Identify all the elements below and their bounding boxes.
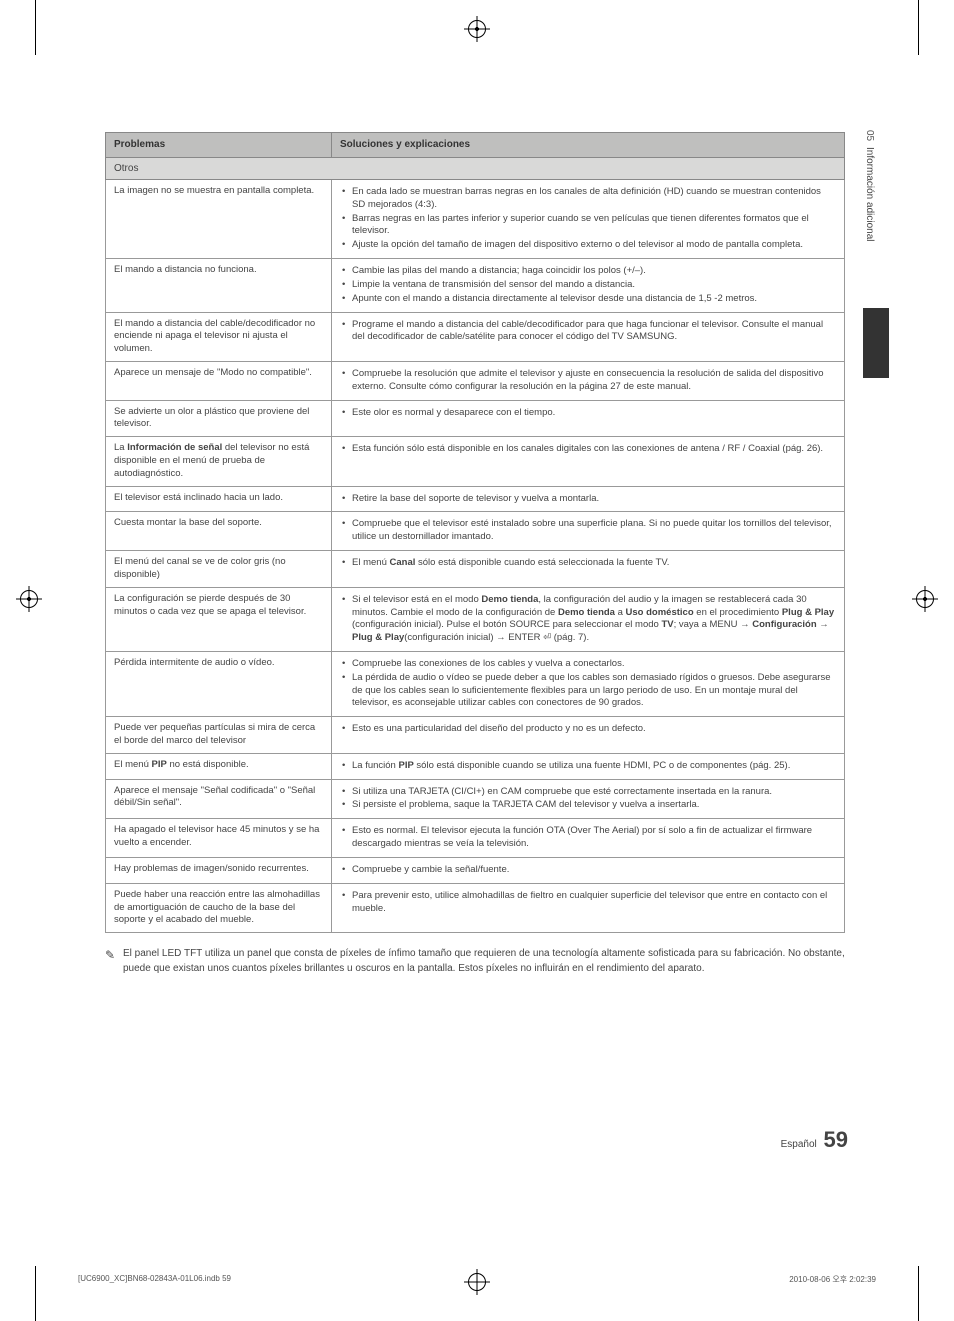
solution-item: Para prevenir esto, utilice almohadillas… bbox=[340, 890, 836, 916]
solution-cell: El menú Canal sólo está disponible cuand… bbox=[332, 551, 845, 588]
table-row: Pérdida intermitente de audio o vídeo. Co… bbox=[106, 651, 845, 716]
table-row: El televisor está inclinado hacia un lad… bbox=[106, 486, 845, 512]
solution-item: Retire la base del soporte de televisor … bbox=[340, 493, 836, 506]
solution-item: Programe el mando a distancia del cable/… bbox=[340, 319, 836, 345]
solution-cell: En cada lado se muestran barras negras e… bbox=[332, 180, 845, 259]
solution-cell: Esta función sólo está disponible en los… bbox=[332, 437, 845, 486]
problem-cell: Se advierte un olor a plástico que provi… bbox=[106, 400, 332, 437]
solution-item: Este olor es normal y desaparece con el … bbox=[340, 407, 836, 420]
crop-mark bbox=[918, 1266, 919, 1321]
problem-cell: Ha apagado el televisor hace 45 minutos … bbox=[106, 819, 332, 858]
crop-mark bbox=[35, 0, 36, 55]
solution-cell: Si el televisor está en el modo Demo tie… bbox=[332, 587, 845, 651]
solution-item: Compruebe las conexiones de los cables y… bbox=[340, 658, 836, 671]
solution-item: Compruebe y cambie la señal/fuente. bbox=[340, 864, 836, 877]
problem-cell: Cuesta montar la base del soporte. bbox=[106, 512, 332, 551]
footnote: ✎ El panel LED TFT utiliza un panel que … bbox=[105, 947, 845, 976]
registration-mark bbox=[468, 20, 486, 38]
table-row: Hay problemas de imagen/sonido recurrent… bbox=[106, 857, 845, 883]
solution-item: Apunte con el mando a distancia directam… bbox=[340, 293, 836, 306]
table-row: Puede ver pequeñas partículas si mira de… bbox=[106, 717, 845, 754]
solution-item: Esto es una particularidad del diseño de… bbox=[340, 723, 836, 736]
solution-item: La función PIP sólo está disponible cuan… bbox=[340, 760, 836, 773]
solution-cell: Compruebe la resolución que admite el te… bbox=[332, 361, 845, 400]
solution-cell: Compruebe que el televisor esté instalad… bbox=[332, 512, 845, 551]
registration-mark bbox=[916, 590, 934, 608]
problem-cell: La imagen no se muestra en pantalla comp… bbox=[106, 180, 332, 259]
solution-item: Compruebe la resolución que admite el te… bbox=[340, 368, 836, 394]
table-row: El menú PIP no está disponible. La funció… bbox=[106, 753, 845, 779]
table-row: Puede haber una reacción entre las almoh… bbox=[106, 883, 845, 932]
table-row: Aparece el mensaje "Señal codificada" o … bbox=[106, 779, 845, 819]
table-row: El menú del canal se ve de color gris (n… bbox=[106, 551, 845, 588]
solution-cell: Cambie las pilas del mando a distancia; … bbox=[332, 259, 845, 312]
table-row: El mando a distancia no funciona. Cambie … bbox=[106, 259, 845, 312]
solution-item: Barras negras en las partes inferior y s… bbox=[340, 213, 836, 239]
solution-cell: La función PIP sólo está disponible cuan… bbox=[332, 753, 845, 779]
problem-cell: Aparece un mensaje de "Modo no compatibl… bbox=[106, 361, 332, 400]
solution-cell: Retire la base del soporte de televisor … bbox=[332, 486, 845, 512]
problem-cell: La Información de señal del televisor no… bbox=[106, 437, 332, 486]
problem-cell: La configuración se pierde después de 30… bbox=[106, 587, 332, 651]
solution-cell: Programe el mando a distancia del cable/… bbox=[332, 312, 845, 361]
problem-cell: El mando a distancia del cable/decodific… bbox=[106, 312, 332, 361]
solution-item: Si utiliza una TARJETA (CI/CI+) en CAM c… bbox=[340, 786, 836, 799]
table-row: La imagen no se muestra en pantalla comp… bbox=[106, 180, 845, 259]
section-row: Otros bbox=[106, 157, 845, 180]
chapter-title: Información adicional bbox=[864, 147, 875, 242]
print-timestamp: 2010-08-06 오후 2:02:39 bbox=[789, 1274, 876, 1285]
crop-mark bbox=[918, 0, 919, 55]
solution-cell: Para prevenir esto, utilice almohadillas… bbox=[332, 883, 845, 932]
problem-cell: Puede ver pequeñas partículas si mira de… bbox=[106, 717, 332, 754]
solution-item: Cambie las pilas del mando a distancia; … bbox=[340, 265, 836, 278]
table-row: El mando a distancia del cable/decodific… bbox=[106, 312, 845, 361]
table-row: La Información de señal del televisor no… bbox=[106, 437, 845, 486]
header-problems: Problemas bbox=[106, 133, 332, 158]
chapter-tab: 05 Información adicional bbox=[864, 130, 884, 242]
footer-lang: Español bbox=[781, 1139, 817, 1150]
solution-item: El menú Canal sólo está disponible cuand… bbox=[340, 557, 836, 570]
registration-mark bbox=[20, 590, 38, 608]
table-row: Ha apagado el televisor hace 45 minutos … bbox=[106, 819, 845, 858]
page-footer: Español 59 bbox=[781, 1127, 848, 1153]
problem-cell: Puede haber una reacción entre las almoh… bbox=[106, 883, 332, 932]
note-icon: ✎ bbox=[105, 947, 115, 964]
header-solutions: Soluciones y explicaciones bbox=[332, 133, 845, 158]
chapter-tab-bar bbox=[863, 308, 889, 378]
page-number: 59 bbox=[824, 1127, 848, 1152]
solution-item: Si persiste el problema, saque la TARJET… bbox=[340, 799, 836, 812]
problem-cell: Pérdida intermitente de audio o vídeo. bbox=[106, 651, 332, 716]
solution-item: Ajuste la opción del tamaño de imagen de… bbox=[340, 239, 836, 252]
problem-cell: El televisor está inclinado hacia un lad… bbox=[106, 486, 332, 512]
note-text: El panel LED TFT utiliza un panel que co… bbox=[123, 948, 845, 974]
problem-cell: El menú PIP no está disponible. bbox=[106, 753, 332, 779]
table-row: La configuración se pierde después de 30… bbox=[106, 587, 845, 651]
solution-item: Esta función sólo está disponible en los… bbox=[340, 443, 836, 456]
solution-item: Si el televisor está en el modo Demo tie… bbox=[340, 594, 836, 645]
page-content: Problemas Soluciones y explicaciones Otr… bbox=[105, 132, 845, 976]
table-row: Se advierte un olor a plástico que provi… bbox=[106, 400, 845, 437]
solution-cell: Compruebe las conexiones de los cables y… bbox=[332, 651, 845, 716]
solution-cell: Este olor es normal y desaparece con el … bbox=[332, 400, 845, 437]
solution-cell: Si utiliza una TARJETA (CI/CI+) en CAM c… bbox=[332, 779, 845, 819]
solution-cell: Esto es una particularidad del diseño de… bbox=[332, 717, 845, 754]
solution-item: Esto es normal. El televisor ejecuta la … bbox=[340, 825, 836, 851]
table-row: Aparece un mensaje de "Modo no compatibl… bbox=[106, 361, 845, 400]
chapter-number: 05 bbox=[864, 130, 875, 141]
solution-item: La pérdida de audio o vídeo se puede deb… bbox=[340, 672, 836, 710]
problem-cell: El mando a distancia no funciona. bbox=[106, 259, 332, 312]
solution-item: Limpie la ventana de transmisión del sen… bbox=[340, 279, 836, 292]
table-row: Cuesta montar la base del soporte. Compru… bbox=[106, 512, 845, 551]
solution-cell: Esto es normal. El televisor ejecuta la … bbox=[332, 819, 845, 858]
print-footer: [UC6900_XC]BN68-02843A-01L06.indb 59 201… bbox=[78, 1274, 876, 1285]
solution-item: Compruebe que el televisor esté instalad… bbox=[340, 518, 836, 544]
problem-cell: Aparece el mensaje "Señal codificada" o … bbox=[106, 779, 332, 819]
problem-cell: Hay problemas de imagen/sonido recurrent… bbox=[106, 857, 332, 883]
print-file: [UC6900_XC]BN68-02843A-01L06.indb 59 bbox=[78, 1274, 231, 1285]
problem-cell: El menú del canal se ve de color gris (n… bbox=[106, 551, 332, 588]
crop-mark bbox=[35, 1266, 36, 1321]
solution-cell: Compruebe y cambie la señal/fuente. bbox=[332, 857, 845, 883]
solution-item: En cada lado se muestran barras negras e… bbox=[340, 186, 836, 212]
troubleshooting-table: Problemas Soluciones y explicaciones Otr… bbox=[105, 132, 845, 933]
